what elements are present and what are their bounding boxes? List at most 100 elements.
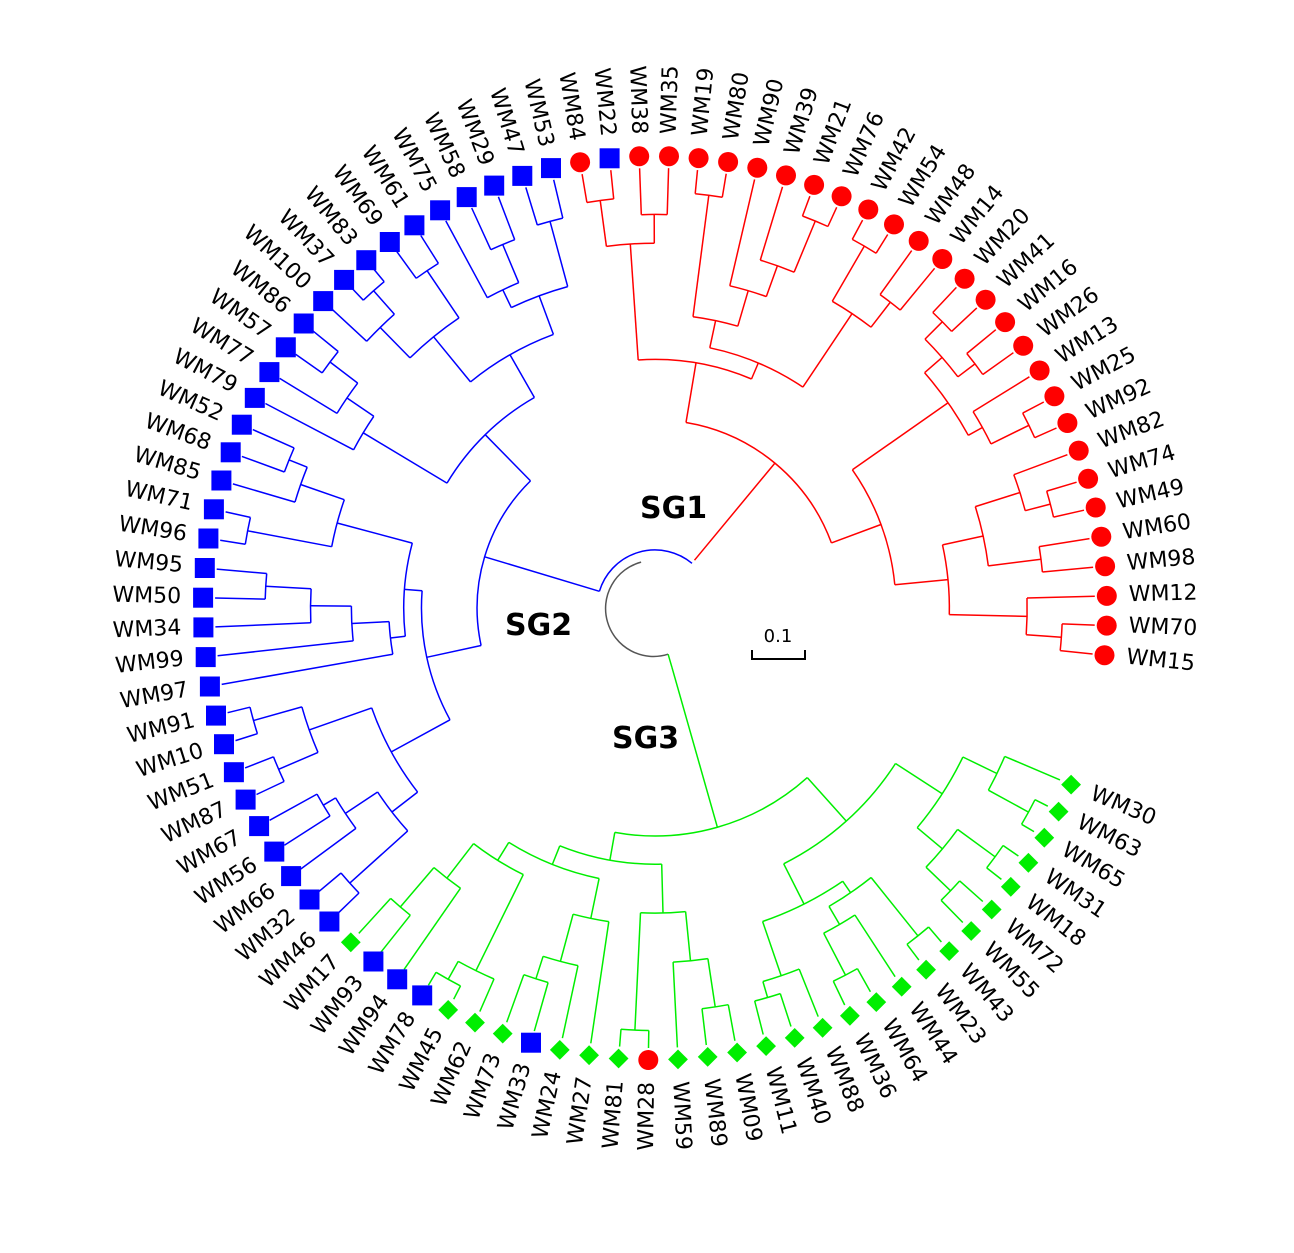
branch-segment — [802, 313, 853, 388]
branch-segment — [358, 897, 392, 934]
branch-segment — [351, 288, 364, 301]
branch-arc — [640, 910, 686, 914]
branch-segment — [610, 170, 615, 199]
branch-segment — [288, 459, 308, 468]
branch-segment — [1004, 755, 1061, 781]
branch-arc — [828, 876, 872, 908]
leaf-marker-square — [313, 291, 334, 312]
leaf-marker-square — [430, 200, 451, 221]
branch-segment — [215, 622, 311, 628]
branch-segment — [924, 356, 943, 374]
branch-arc — [283, 447, 295, 473]
leaf-marker-diamond — [465, 1012, 485, 1033]
branch-segment — [660, 864, 664, 914]
branch-segment — [685, 362, 697, 423]
branch-segment — [373, 290, 395, 315]
branch-segment — [453, 985, 462, 1000]
leaf-marker-circle — [884, 214, 904, 235]
branch-segment — [403, 887, 462, 970]
leaf-marker-circle — [638, 1050, 659, 1070]
branch-segment — [894, 578, 949, 586]
leaf-marker-square — [299, 889, 320, 910]
leaf-marker-square — [334, 269, 355, 290]
leaf-marker-circle — [858, 199, 879, 220]
branch-segment — [509, 354, 536, 398]
branch-arc — [1025, 597, 1028, 635]
leaf-marker-diamond — [784, 1028, 805, 1048]
branch-segment — [827, 206, 838, 227]
branch-segment — [957, 828, 996, 858]
branch-segment — [856, 968, 872, 993]
leaf-marker-circle — [688, 148, 709, 169]
branch-arc — [340, 872, 360, 894]
branch-segment — [337, 892, 360, 914]
branch-segment — [549, 221, 569, 287]
leaf-marker-square — [231, 414, 252, 435]
leaf-label: WM15 — [1125, 645, 1196, 677]
branch-segment — [1013, 453, 1068, 476]
leaf-marker-square — [404, 215, 425, 236]
leaf-marker-square — [195, 647, 216, 668]
leaf-marker-square — [259, 362, 280, 383]
branch-arc — [906, 926, 930, 945]
leaf-marker-square — [235, 789, 256, 810]
branch-segment — [779, 993, 792, 1027]
branch-segment — [666, 168, 670, 215]
branch-segment — [1062, 623, 1095, 626]
branch-layer — [215, 168, 1095, 1049]
branch-segment — [906, 943, 920, 961]
leaf-marker-diamond — [840, 1005, 860, 1026]
leaf-marker-square — [512, 165, 533, 186]
leaf-label: WM24 — [528, 1069, 567, 1141]
leaf-label: WM96 — [117, 512, 189, 547]
branch-segment — [216, 568, 267, 575]
leaf-marker-diamond — [939, 941, 960, 961]
branch-segment — [502, 289, 512, 308]
branch-segment — [215, 597, 266, 600]
leaf-label: WM98 — [1126, 545, 1197, 576]
branch-arc — [435, 971, 461, 987]
branch-segment — [312, 330, 339, 353]
leaf-marker-square — [194, 558, 215, 578]
branch-segment — [672, 962, 679, 1048]
branch-segment — [308, 707, 372, 731]
leaf-marker-circle — [1091, 526, 1112, 547]
branch-segment — [471, 207, 492, 251]
leaf-label: WM95 — [113, 547, 184, 578]
branch-segment — [870, 877, 919, 937]
branch-segment — [609, 832, 616, 861]
branch-segment — [362, 432, 448, 484]
branch-segment — [966, 329, 997, 355]
leaf-marker-diamond — [1000, 876, 1021, 897]
leaf-marker-circle — [570, 152, 591, 173]
branch-segment — [753, 1000, 764, 1035]
branch-segment — [957, 363, 976, 378]
branch-segment — [502, 244, 520, 283]
leaf-label: WM19 — [688, 67, 720, 138]
branch-arc — [986, 845, 1004, 869]
branch-segment — [729, 179, 756, 286]
leaf-label: WM97 — [118, 677, 190, 714]
branch-segment — [783, 863, 805, 905]
branch-arc — [851, 469, 896, 585]
branch-segment — [759, 186, 784, 261]
leaf-marker-circle — [1057, 413, 1078, 433]
leaf-marker-circle — [954, 268, 975, 289]
branch-arc — [695, 192, 723, 198]
leaf-marker-diamond — [866, 992, 887, 1012]
branch-segment — [235, 732, 258, 742]
branch-segment — [831, 245, 865, 302]
branch-segment — [253, 706, 303, 722]
branch-segment — [484, 434, 532, 482]
branch-segment — [986, 867, 1002, 880]
leaf-marker-circle — [975, 289, 996, 310]
leaf-label: WM60 — [1121, 510, 1193, 546]
leaf-label: WM80 — [719, 70, 755, 142]
leaf-marker-square — [275, 337, 296, 358]
branch-segment — [404, 588, 423, 592]
branch-segment — [737, 290, 749, 327]
branch-segment — [1026, 633, 1062, 638]
branch-segment — [505, 974, 525, 1023]
branch-arc — [729, 285, 767, 298]
